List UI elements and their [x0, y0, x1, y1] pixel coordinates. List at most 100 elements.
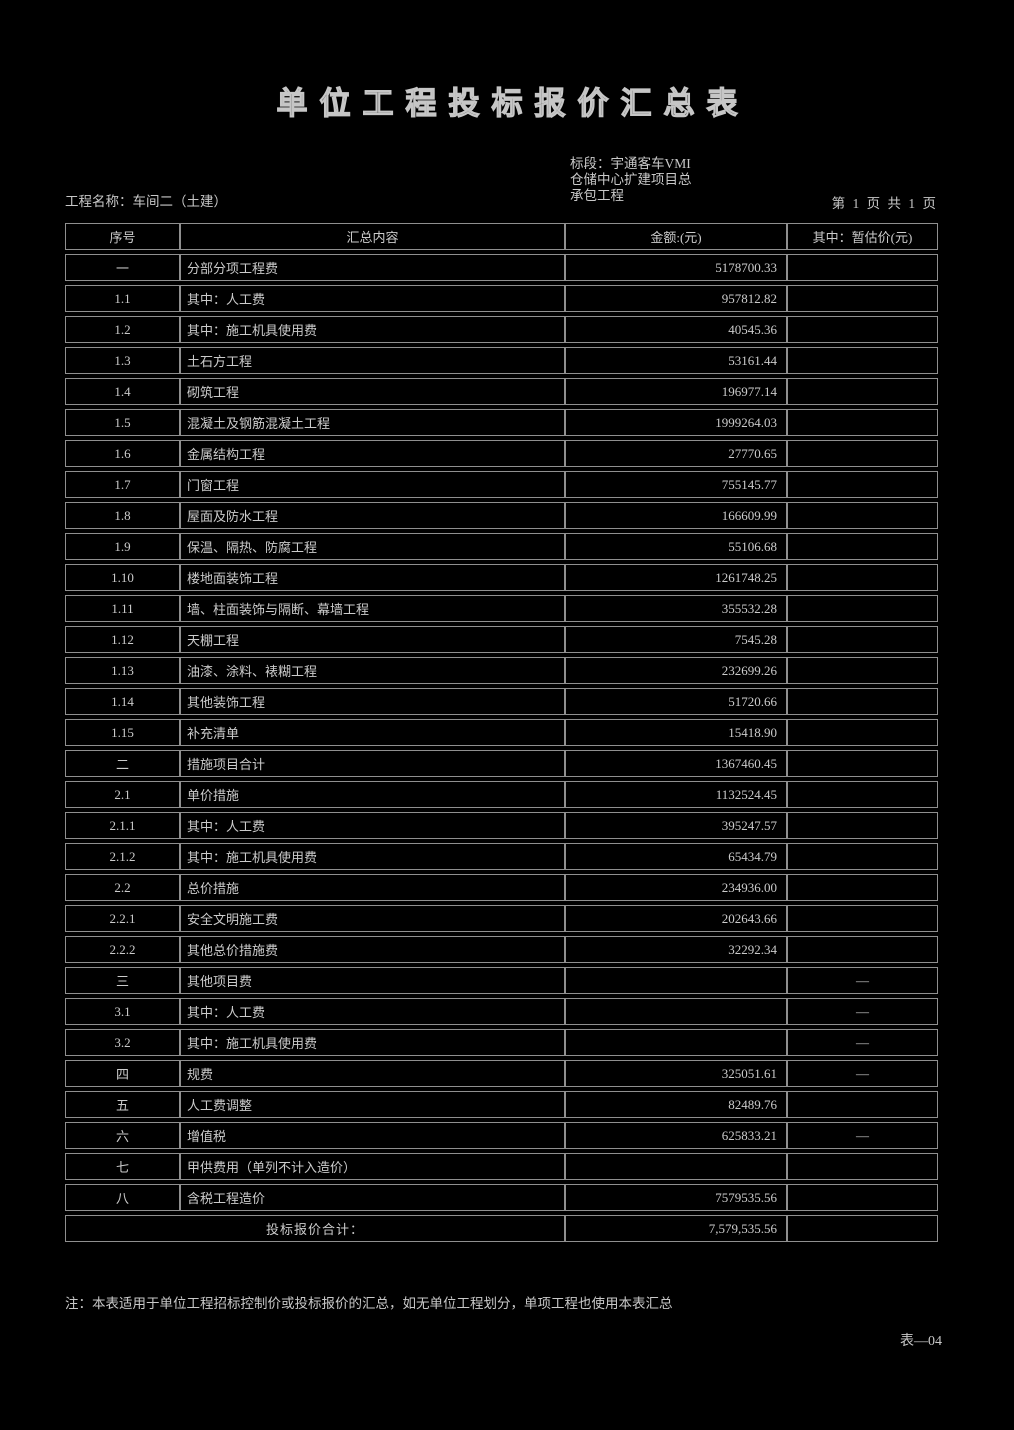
table-row: 1.9 保温、隔热、防腐工程 55106.68: [65, 533, 938, 560]
row-amount: [565, 998, 787, 1025]
total-amount: 7,579,535.56: [565, 1215, 787, 1242]
row-estimate: [787, 750, 938, 777]
table-row: 六 增值税 625833.21 —: [65, 1122, 938, 1149]
row-estimate: [787, 285, 938, 312]
row-amount: 1367460.45: [565, 750, 787, 777]
table-row: 四 规费 325051.61 —: [65, 1060, 938, 1087]
row-estimate: [787, 657, 938, 684]
row-seq: 2.1: [65, 781, 180, 808]
row-estimate: [787, 812, 938, 839]
table-row: 三 其他项目费 —: [65, 967, 938, 994]
row-seq: 1.7: [65, 471, 180, 498]
row-seq: 1.13: [65, 657, 180, 684]
row-content: 其他装饰工程: [180, 688, 565, 715]
row-amount: [565, 1153, 787, 1180]
row-estimate: [787, 595, 938, 622]
row-estimate: [787, 347, 938, 374]
row-estimate: [787, 626, 938, 653]
row-amount: 40545.36: [565, 316, 787, 343]
table-row: 1.12 天棚工程 7545.28: [65, 626, 938, 653]
total-label: 投标报价合计：: [65, 1215, 565, 1242]
row-amount: 15418.90: [565, 719, 787, 746]
row-content: 其中：人工费: [180, 998, 565, 1025]
row-amount: 7579535.56: [565, 1184, 787, 1211]
row-content: 其中：施工机具使用费: [180, 843, 565, 870]
table-row: 七 甲供费用（单列不计入造价）: [65, 1153, 938, 1180]
table-row: 1.15 补充清单 15418.90: [65, 719, 938, 746]
row-amount: 325051.61: [565, 1060, 787, 1087]
table-row: 1.14 其他装饰工程 51720.66: [65, 688, 938, 715]
row-seq: 2.2.1: [65, 905, 180, 932]
row-estimate: [787, 440, 938, 467]
row-content: 保温、隔热、防腐工程: [180, 533, 565, 560]
bid-summary-table: 序号 汇总内容 金额:(元) 其中：暂估价(元) 一 分部分项工程费 51787…: [65, 219, 938, 1246]
header-amount: 金额:(元): [565, 223, 787, 250]
row-amount: 32292.34: [565, 936, 787, 963]
table-row: 1.11 墙、柱面装饰与隔断、幕墙工程 355532.28: [65, 595, 938, 622]
row-seq: 2.2: [65, 874, 180, 901]
total-row: 投标报价合计： 7,579,535.56: [65, 1215, 938, 1242]
table-row: 八 含税工程造价 7579535.56: [65, 1184, 938, 1211]
row-estimate: [787, 843, 938, 870]
row-estimate: [787, 1091, 938, 1118]
table-row: 1.2 其中：施工机具使用费 40545.36: [65, 316, 938, 343]
row-amount: 166609.99: [565, 502, 787, 529]
row-estimate: —: [787, 1029, 938, 1056]
row-amount: [565, 1029, 787, 1056]
row-content: 墙、柱面装饰与隔断、幕墙工程: [180, 595, 565, 622]
row-estimate: [787, 688, 938, 715]
row-amount: 355532.28: [565, 595, 787, 622]
form-code: 表—04: [900, 1334, 942, 1349]
row-content: 补充清单: [180, 719, 565, 746]
table-row: 2.1 单价措施 1132524.45: [65, 781, 938, 808]
row-content: 油漆、涂料、裱糊工程: [180, 657, 565, 684]
summary-table-body: 一 分部分项工程费 5178700.33 1.1 其中：人工费 957812.8…: [65, 254, 938, 1211]
page-indicator: 第 1 页 共 1 页: [831, 196, 938, 211]
row-estimate: [787, 1153, 938, 1180]
table-row: 二 措施项目合计 1367460.45: [65, 750, 938, 777]
row-content: 其中：人工费: [180, 812, 565, 839]
row-content: 混凝土及钢筋混凝土工程: [180, 409, 565, 436]
row-estimate: [787, 378, 938, 405]
row-seq: 2.1.1: [65, 812, 180, 839]
row-amount: 957812.82: [565, 285, 787, 312]
row-content: 含税工程造价: [180, 1184, 565, 1211]
row-content: 措施项目合计: [180, 750, 565, 777]
row-amount: 625833.21: [565, 1122, 787, 1149]
row-seq: 1.12: [65, 626, 180, 653]
table-row: 1.5 混凝土及钢筋混凝土工程 1999264.03: [65, 409, 938, 436]
table-row: 1.8 屋面及防水工程 166609.99: [65, 502, 938, 529]
row-content: 天棚工程: [180, 626, 565, 653]
row-seq: 2.1.2: [65, 843, 180, 870]
row-estimate: [787, 719, 938, 746]
row-seq: 1.14: [65, 688, 180, 715]
table-row: 1.7 门窗工程 755145.77: [65, 471, 938, 498]
table-header: 序号 汇总内容 金额:(元) 其中：暂估价(元): [65, 223, 938, 250]
table-row: 一 分部分项工程费 5178700.33: [65, 254, 938, 281]
row-amount: 202643.66: [565, 905, 787, 932]
row-estimate: [787, 254, 938, 281]
row-seq: 3.1: [65, 998, 180, 1025]
row-amount: 232699.26: [565, 657, 787, 684]
row-amount: [565, 967, 787, 994]
table-row: 1.3 土石方工程 53161.44: [65, 347, 938, 374]
row-seq: 1.8: [65, 502, 180, 529]
row-amount: 755145.77: [565, 471, 787, 498]
row-estimate: [787, 905, 938, 932]
row-content: 砌筑工程: [180, 378, 565, 405]
table-row: 1.10 楼地面装饰工程 1261748.25: [65, 564, 938, 591]
row-content: 其中：施工机具使用费: [180, 316, 565, 343]
row-amount: 27770.65: [565, 440, 787, 467]
row-content: 楼地面装饰工程: [180, 564, 565, 591]
row-seq: 六: [65, 1122, 180, 1149]
footer-note: 注：本表适用于单位工程招标控制价或投标报价的汇总，如无单位工程划分，单项工程也使…: [65, 1296, 673, 1311]
row-estimate: [787, 409, 938, 436]
row-estimate: [787, 936, 938, 963]
row-content: 其他项目费: [180, 967, 565, 994]
row-content: 门窗工程: [180, 471, 565, 498]
row-content: 安全文明施工费: [180, 905, 565, 932]
header-seq: 序号: [65, 223, 180, 250]
table-row: 1.1 其中：人工费 957812.82: [65, 285, 938, 312]
row-amount: 395247.57: [565, 812, 787, 839]
row-estimate: —: [787, 998, 938, 1025]
